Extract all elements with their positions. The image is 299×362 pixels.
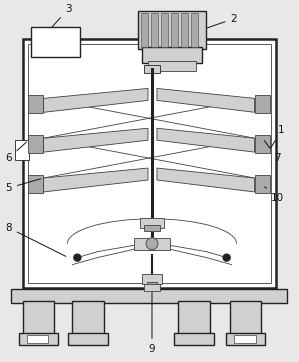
Bar: [15, 140, 29, 160]
Bar: [161, 13, 168, 47]
Polygon shape: [157, 88, 254, 112]
Bar: [138, 11, 206, 49]
Bar: [171, 13, 178, 47]
Bar: [28, 175, 43, 193]
Text: 3: 3: [52, 4, 72, 27]
Bar: [142, 274, 162, 283]
Bar: [28, 135, 43, 153]
Bar: [27, 335, 48, 343]
Bar: [151, 13, 158, 47]
Bar: [19, 333, 58, 345]
Text: 5: 5: [5, 179, 41, 193]
Bar: [30, 27, 80, 56]
Text: 7: 7: [264, 140, 281, 163]
Bar: [68, 333, 108, 345]
Circle shape: [146, 238, 158, 250]
Bar: [147, 282, 157, 287]
Text: 6: 6: [5, 142, 27, 163]
Bar: [178, 302, 210, 335]
Text: 1: 1: [271, 125, 285, 148]
Bar: [142, 47, 202, 63]
Bar: [230, 302, 262, 335]
Text: 10: 10: [265, 187, 284, 203]
Bar: [23, 302, 54, 335]
Circle shape: [223, 254, 230, 261]
Bar: [11, 290, 287, 303]
Circle shape: [74, 254, 81, 261]
Bar: [148, 60, 196, 71]
Bar: [254, 135, 270, 153]
Polygon shape: [43, 168, 148, 192]
Bar: [72, 302, 104, 335]
Text: 9: 9: [149, 292, 155, 354]
Bar: [254, 175, 270, 193]
Bar: [181, 13, 188, 47]
Text: 2: 2: [208, 14, 237, 28]
Bar: [23, 39, 276, 287]
Bar: [28, 96, 43, 113]
Bar: [254, 96, 270, 113]
Bar: [226, 333, 266, 345]
Bar: [134, 238, 170, 250]
Bar: [174, 333, 214, 345]
Bar: [234, 335, 256, 343]
Bar: [140, 218, 164, 228]
Bar: [141, 13, 148, 47]
Bar: [191, 13, 198, 47]
Bar: [144, 64, 160, 72]
Bar: [144, 225, 160, 231]
Polygon shape: [43, 128, 148, 152]
Text: 8: 8: [5, 223, 66, 256]
Polygon shape: [43, 88, 148, 112]
Bar: [28, 44, 271, 282]
Bar: [144, 283, 160, 291]
Polygon shape: [157, 128, 254, 152]
Polygon shape: [157, 168, 254, 192]
